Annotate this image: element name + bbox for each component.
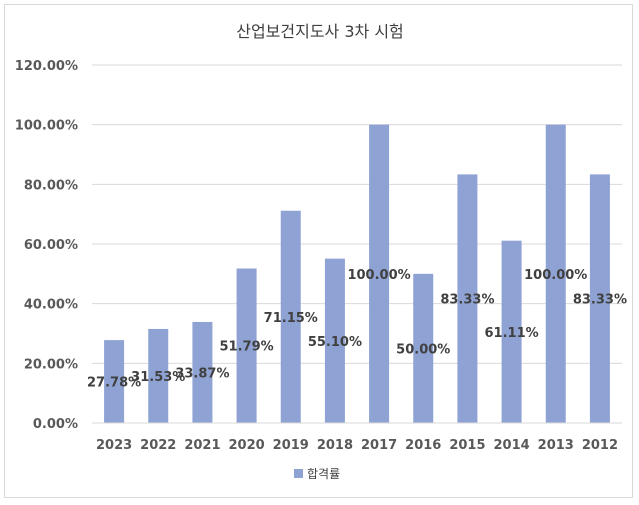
x-tick-label: 2021 (184, 438, 220, 453)
x-tick-label: 2012 (582, 438, 618, 453)
chart-title: 산업보건지도사 3차 시험 (236, 22, 404, 41)
bar (192, 321, 213, 423)
data-label: 100.00% (524, 268, 587, 283)
bar (148, 328, 169, 423)
y-tick-label: 20.00% (24, 357, 78, 372)
data-label: 50.00% (396, 342, 450, 357)
y-tick-label: 40.00% (24, 298, 78, 313)
data-label: 33.87% (175, 366, 229, 381)
bar (369, 124, 390, 424)
y-tick-label: 120.00% (15, 59, 78, 74)
legend-swatch (294, 469, 303, 478)
legend: 합격률 (294, 467, 340, 481)
x-tick-label: 2019 (273, 438, 309, 453)
y-tick-label: 60.00% (24, 238, 78, 253)
x-tick-label: 2018 (317, 438, 353, 453)
x-tick-label: 2023 (96, 438, 132, 453)
bar (413, 273, 434, 423)
legend-label: 합격률 (307, 467, 340, 481)
data-label: 100.00% (347, 268, 410, 283)
x-tick-label: 2014 (493, 438, 529, 453)
y-tick-label: 100.00% (15, 119, 78, 134)
data-label: 55.10% (308, 335, 362, 350)
data-label: 51.79% (220, 340, 274, 355)
x-tick-label: 2022 (140, 438, 176, 453)
bar (457, 174, 478, 423)
x-tick-label: 2020 (228, 438, 264, 453)
data-label: 83.33% (440, 293, 494, 308)
x-tick-label: 2017 (361, 438, 397, 453)
x-tick-label: 2015 (449, 438, 485, 453)
x-tick-label: 2016 (405, 438, 441, 453)
data-label: 61.11% (485, 326, 539, 341)
bar (545, 124, 566, 424)
bar (324, 258, 345, 423)
data-label: 71.15% (264, 311, 318, 326)
y-tick-label: 80.00% (24, 178, 78, 193)
data-label: 83.33% (573, 293, 627, 308)
data-label: 27.78% (87, 376, 141, 391)
y-tick-label: 0.00% (33, 417, 78, 432)
bar (501, 240, 522, 423)
bar (589, 174, 610, 423)
bar (280, 210, 301, 423)
data-label: 31.53% (131, 370, 185, 385)
bar (236, 268, 257, 423)
bar (104, 340, 125, 423)
x-tick-label: 2013 (538, 438, 574, 453)
